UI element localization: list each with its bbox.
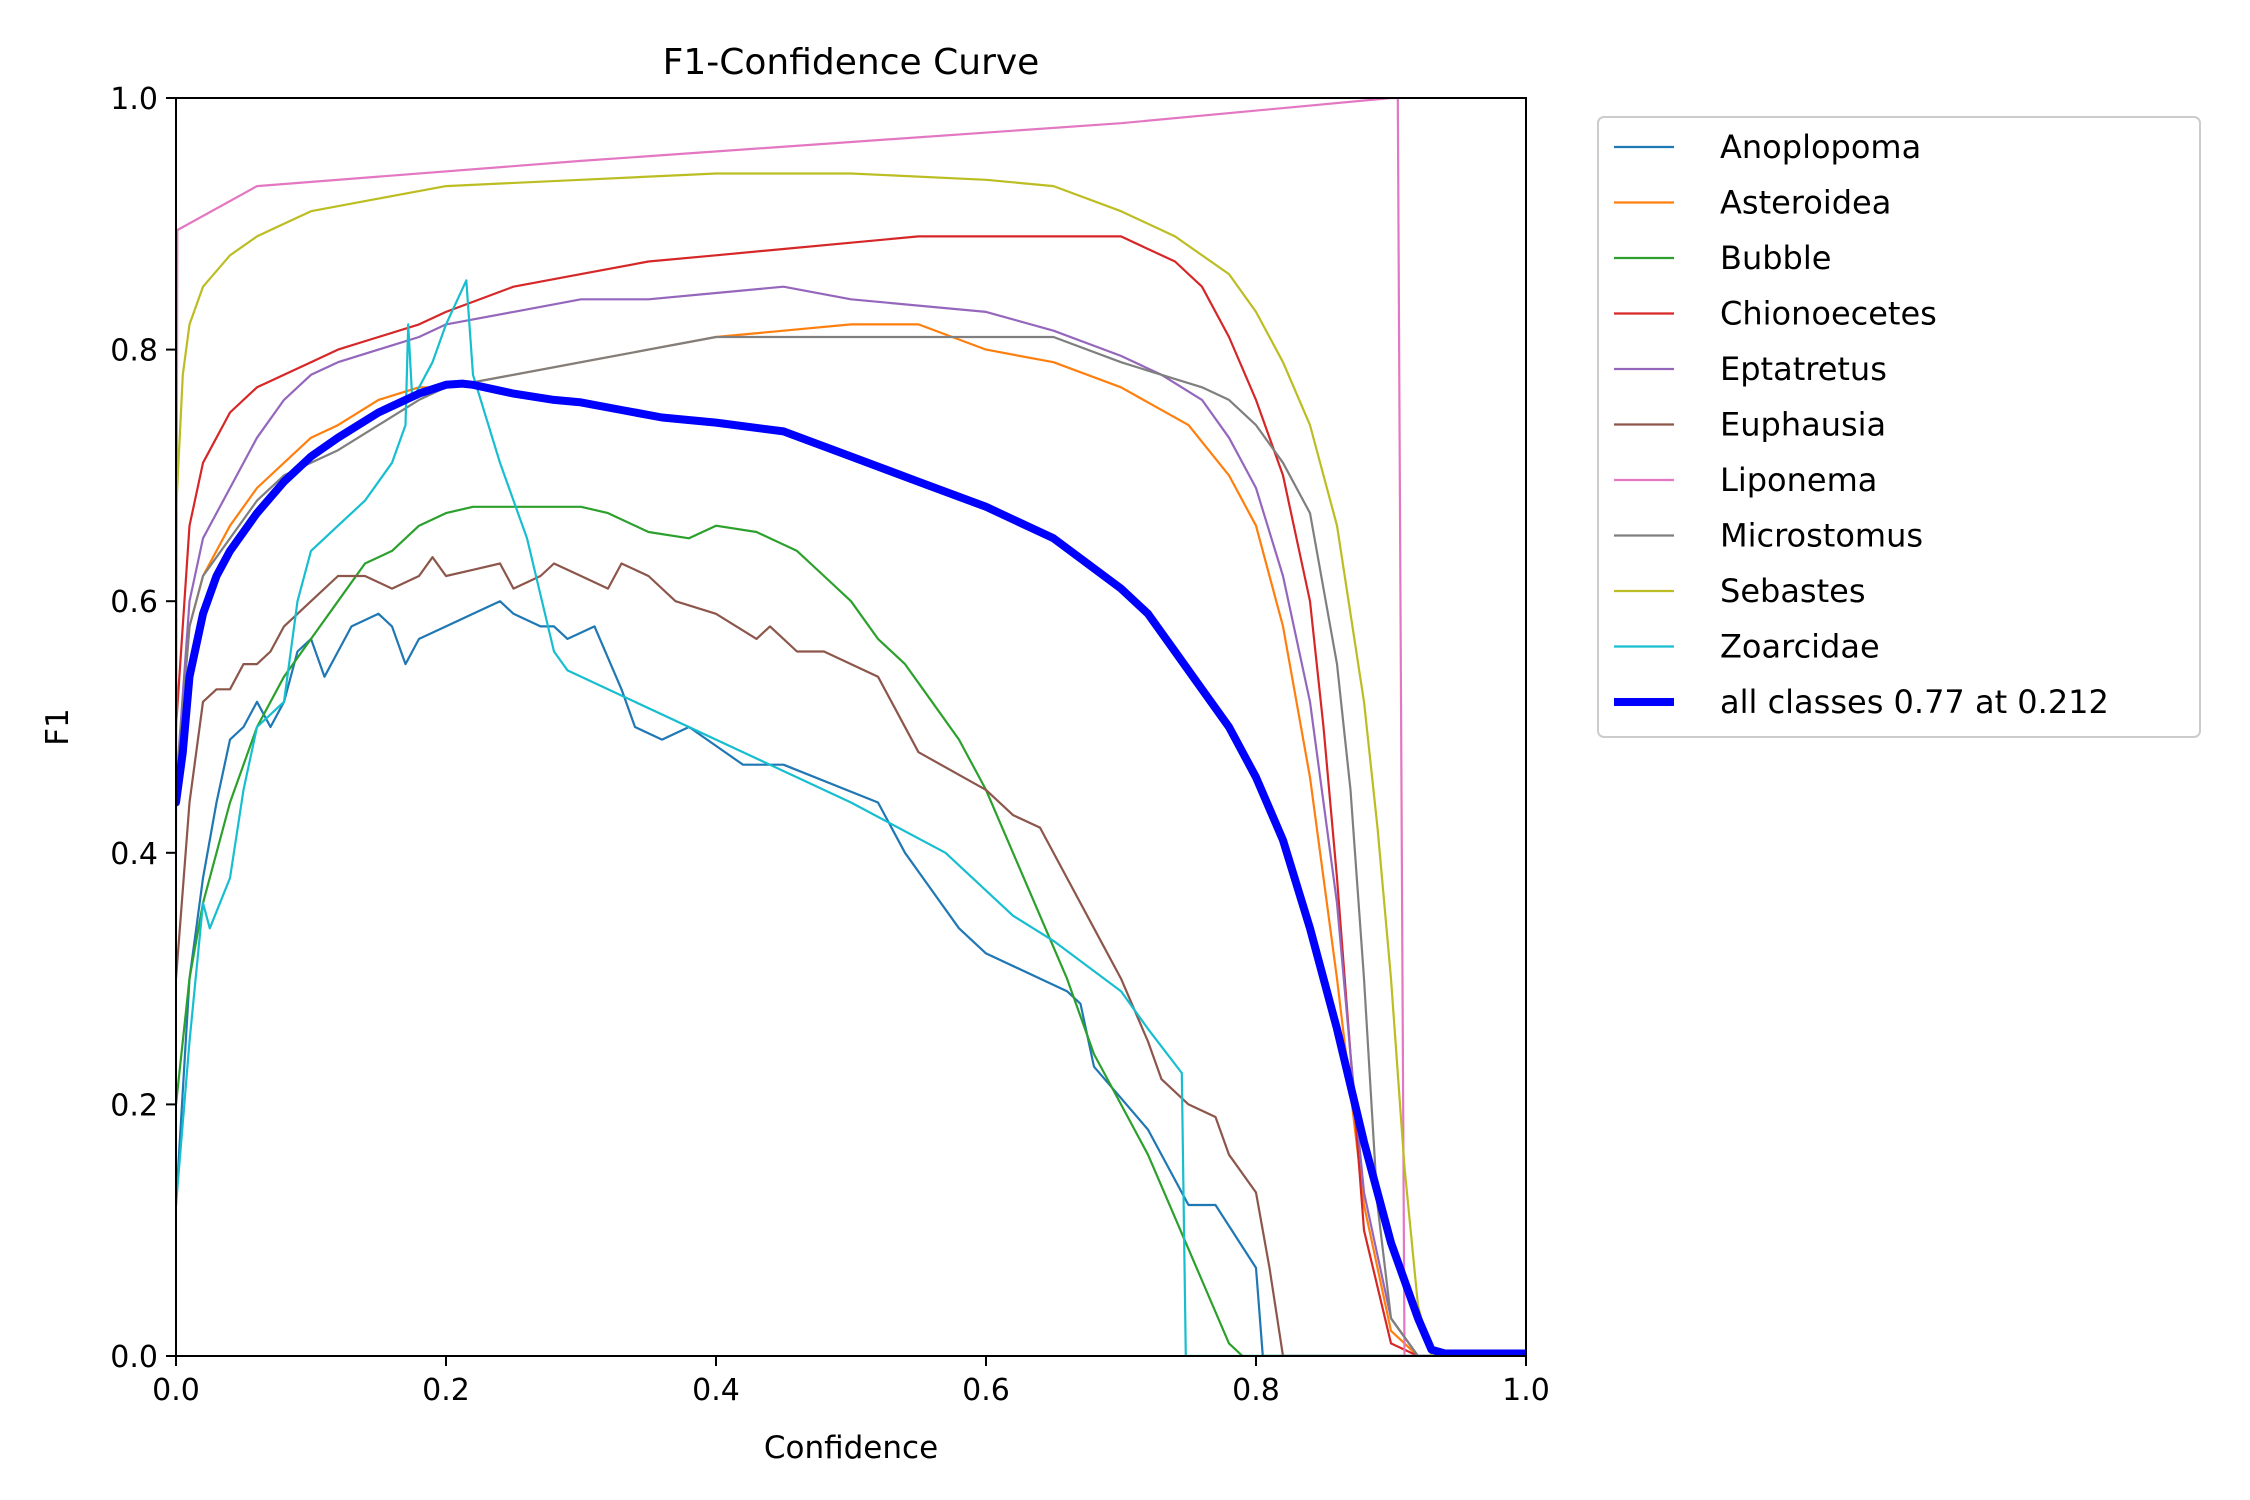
- legend-entry: Eptatretus: [1720, 350, 1887, 388]
- legend-box: [1597, 116, 2201, 738]
- series-line-6: [176, 98, 1526, 1356]
- y-tick-label: 0.2: [110, 1088, 158, 1123]
- x-tick-label: 0.4: [692, 1373, 740, 1408]
- y-tick-label: 0.8: [110, 334, 158, 369]
- x-tick-label: 0.6: [962, 1373, 1010, 1408]
- legend-entry: Sebastes: [1720, 572, 1866, 610]
- plot-frame: [175, 97, 1527, 1357]
- series-line-9: [176, 279, 1526, 1356]
- chart-title: F1-Confidence Curve: [663, 42, 1040, 83]
- legend-entry: Zoarcidae: [1720, 628, 1880, 666]
- legend-entry: Microstomus: [1720, 517, 1923, 555]
- legend-entry: Asteroidea: [1720, 184, 1891, 222]
- x-tick-label: 1.0: [1502, 1373, 1550, 1408]
- legend-entry: Chionoecetes: [1720, 295, 1937, 333]
- series-line-5: [176, 556, 1526, 1356]
- y-tick-label: 0.0: [110, 1340, 158, 1375]
- legend: Anoplopoma Asteroidea Bubble Chionoecetes Ep…: [1597, 116, 2201, 738]
- legend-entry: Bubble: [1720, 239, 1831, 277]
- x-axis-label: Confidence: [764, 1430, 938, 1466]
- y-tick-label: 0.6: [110, 585, 158, 620]
- y-axis: 0.0 0.2 0.4 0.6 0.8 1.0: [110, 82, 176, 1375]
- series-line-4: [176, 285, 1526, 1356]
- series-line-2: [176, 505, 1526, 1356]
- series-line-1: [176, 323, 1526, 1356]
- series-line-8: [176, 172, 1526, 1356]
- legend-entry: all classes 0.77 at 0.212: [1720, 683, 2109, 721]
- legend-entry: Euphausia: [1720, 406, 1886, 444]
- x-tick-label: 0.0: [152, 1373, 200, 1408]
- x-tick-label: 0.2: [422, 1373, 470, 1408]
- x-tick-label: 0.8: [1232, 1373, 1280, 1408]
- x-axis: 0.0 0.2 0.4 0.6 0.8 1.0: [152, 1356, 1550, 1408]
- series-line-0: [176, 600, 1526, 1356]
- series-line-3: [176, 235, 1526, 1356]
- y-tick-label: 0.4: [110, 837, 158, 872]
- legend-entry: Liponema: [1720, 461, 1877, 499]
- series-layer: [176, 98, 1526, 1356]
- y-tick-label: 1.0: [110, 82, 158, 117]
- series-line-10: [176, 379, 1526, 1356]
- legend-entry: Anoplopoma: [1720, 128, 1921, 166]
- y-axis-label: F1: [40, 708, 76, 746]
